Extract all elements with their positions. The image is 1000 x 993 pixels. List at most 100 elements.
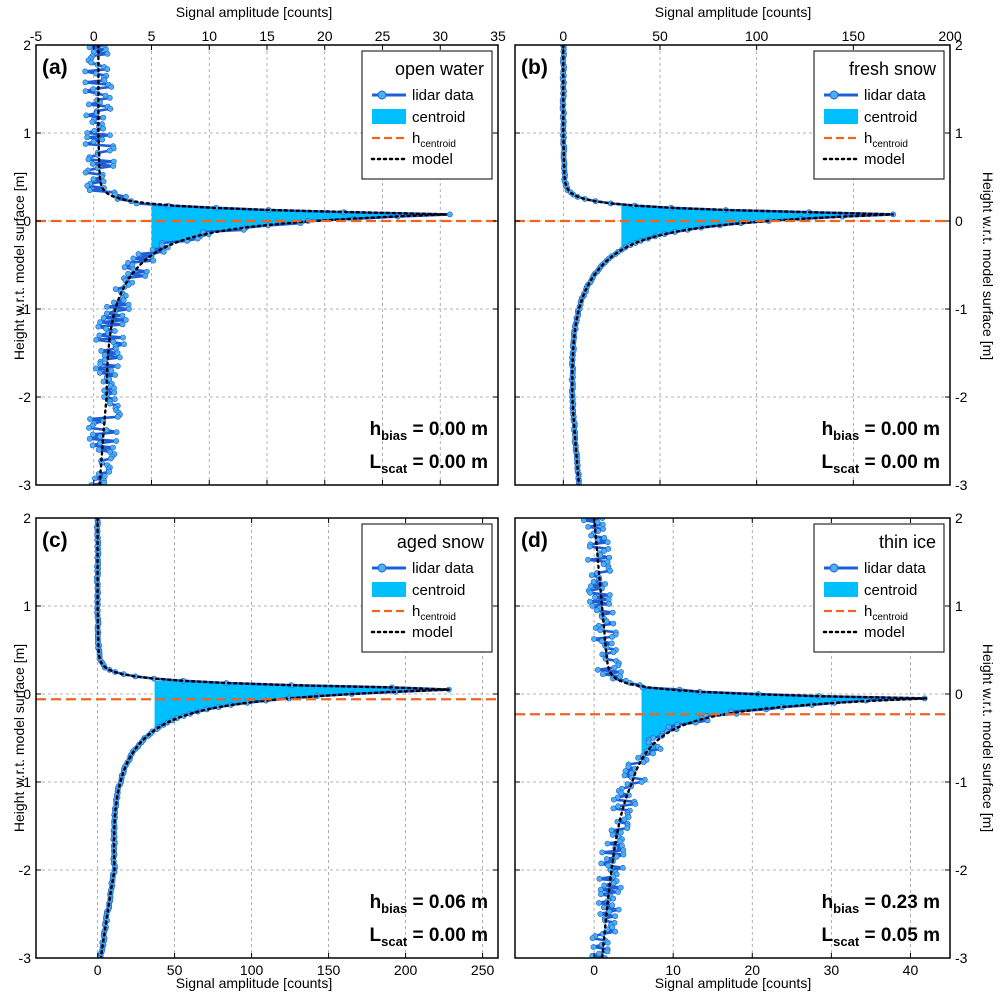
lidar-point [592, 594, 598, 601]
y-tick-label: 2 [23, 510, 31, 526]
lidar-point [613, 853, 620, 860]
lidar-point [601, 548, 608, 554]
ticks: 0 50 100 150 200 -3 -2 -1 0 1 2 [515, 28, 968, 493]
top-xlabel-left: Signal amplitude [counts] [176, 4, 332, 20]
y-tick-label: 1 [955, 125, 963, 141]
stat-l-scat: Lscat = 0.00 m [370, 925, 488, 949]
lidar-point [121, 341, 127, 348]
lidar-point [610, 649, 617, 656]
lidar-point [86, 187, 93, 194]
lidar-point [120, 334, 126, 341]
axes-frame [514, 517, 951, 959]
model-series-line [96, 518, 450, 958]
lidar-point [640, 759, 647, 766]
x-tick-label: 100 [240, 962, 264, 978]
top-xlabel-right: Signal amplitude [counts] [655, 4, 811, 20]
lidar-point [107, 455, 114, 462]
legend-title: fresh snow [849, 59, 937, 79]
lidar-point [101, 77, 108, 84]
lidar-point [104, 50, 111, 57]
lidar-point [610, 880, 617, 887]
lidar-point [116, 354, 123, 361]
lidar-point [89, 119, 96, 125]
x-tick-label: 30 [432, 28, 448, 44]
y-tick-label: -3 [955, 950, 968, 966]
stat-h-bias: hbias = 0.23 m [822, 892, 940, 916]
x-tick-label: 0 [94, 962, 102, 978]
legend-lidar-marker [829, 90, 839, 100]
x-tick-label: 200 [938, 28, 962, 44]
x-tick-label: 0 [559, 28, 567, 44]
model-series-line [97, 45, 447, 485]
lidar-point [615, 889, 621, 895]
lidar-point [602, 581, 608, 587]
legend-centroid-swatch [824, 582, 858, 597]
legend-title: open water [395, 59, 484, 79]
x-tick-label: 35 [490, 28, 506, 44]
legend-model-label: model [412, 624, 453, 641]
lidar-point [603, 856, 610, 862]
lidar-point [587, 598, 593, 605]
lidar-point [585, 556, 591, 563]
x-tick-label: 40 [903, 962, 919, 978]
lidar-point [609, 633, 615, 640]
legend: fresh snow lidar data centroid hcentroidmod… [813, 50, 945, 180]
centroid-area [641, 687, 925, 763]
y-tick-label: -3 [19, 950, 32, 966]
lidar-point [638, 779, 645, 785]
lidar-point [604, 840, 611, 847]
lidar-point [597, 911, 604, 917]
lidar-point [657, 746, 664, 752]
lidar-point [593, 607, 600, 614]
lidar-point [594, 666, 601, 673]
legend: open water lidar data centroid hcentroidmod… [361, 50, 493, 180]
y-tick-label: -1 [19, 301, 32, 317]
lidar-point [92, 475, 98, 482]
lidar-point [590, 578, 597, 585]
lidar-point [104, 303, 110, 310]
lidar-point [121, 264, 128, 271]
lidar-point [97, 433, 103, 440]
stat-l-scat: Lscat = 0.05 m [822, 925, 940, 949]
lidar-point [95, 323, 102, 330]
lidar-point [580, 518, 587, 524]
ticks: 0 10 20 30 40 -3 -2 -1 0 1 2 [515, 510, 968, 978]
lidar-point [599, 849, 606, 856]
y-tick-label: 0 [23, 686, 31, 702]
lidar-point [600, 526, 606, 532]
lidar-point [606, 908, 613, 915]
y-tick-label: -3 [19, 477, 32, 493]
lidar-point [90, 431, 96, 438]
lidar-point [611, 664, 618, 671]
legend-hcentroid-label: hcentroid [864, 130, 908, 150]
lidar-point [106, 94, 113, 101]
lidar-point [604, 539, 611, 546]
lidar-point [446, 211, 453, 218]
panel-label: (c) [42, 529, 68, 552]
lidar-point [115, 413, 121, 420]
x-tick-label: 20 [744, 962, 760, 978]
lidar-point [612, 913, 619, 920]
lidar-point [624, 825, 631, 832]
chart-panel-1: -5 0 5 10 15 20 25 30 35 -3 -2 -1 0 1 2 (a) open water li… [19, 28, 506, 493]
lidar-point [594, 519, 601, 526]
y-tick-label: 1 [955, 598, 963, 614]
x-tick-label: 15 [259, 28, 275, 44]
lidar-point [106, 147, 113, 154]
legend-hcentroid-label: hcentroid [864, 603, 908, 623]
stat-h-bias: hbias = 0.06 m [370, 892, 488, 916]
x-tick-label: 200 [394, 962, 418, 978]
lidar-point [142, 273, 149, 279]
lidar-point [610, 805, 617, 812]
y-tick-label: 2 [955, 37, 963, 53]
lidar-point [596, 875, 603, 882]
lidar-point [645, 739, 652, 746]
lidar-point [100, 314, 107, 321]
lidar-point [111, 396, 118, 403]
lidar-point [598, 638, 605, 645]
x-tick-label: 25 [375, 28, 391, 44]
y-tick-label: -1 [19, 774, 32, 790]
plot-area [36, 518, 498, 958]
lidar-point [589, 603, 596, 609]
